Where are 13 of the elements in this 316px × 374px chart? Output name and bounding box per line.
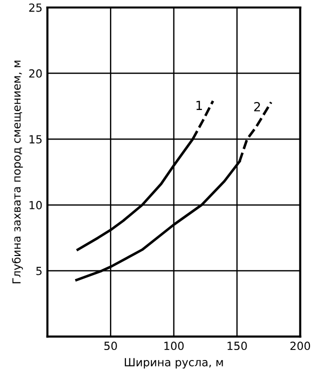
series-label: 1 xyxy=(196,100,202,110)
y-tick-label: 25 xyxy=(29,3,42,12)
y-tick-label: 20 xyxy=(29,69,42,78)
x-tick-label: 100 xyxy=(164,342,184,350)
y-tick-label: 15 xyxy=(30,135,42,144)
series-label: 2 xyxy=(254,102,260,112)
x-tick-label: 150 xyxy=(228,342,247,350)
x-tick-label: 200 xyxy=(290,342,310,350)
y-axis-title: Глубина захвата пород смещением, м xyxy=(12,60,23,284)
x-axis-title: Ширина русла, м xyxy=(124,358,223,369)
y-tick-label: 10 xyxy=(30,200,42,210)
x-tick-label: 50 xyxy=(104,342,117,350)
y-tick-label: 5 xyxy=(36,266,42,276)
